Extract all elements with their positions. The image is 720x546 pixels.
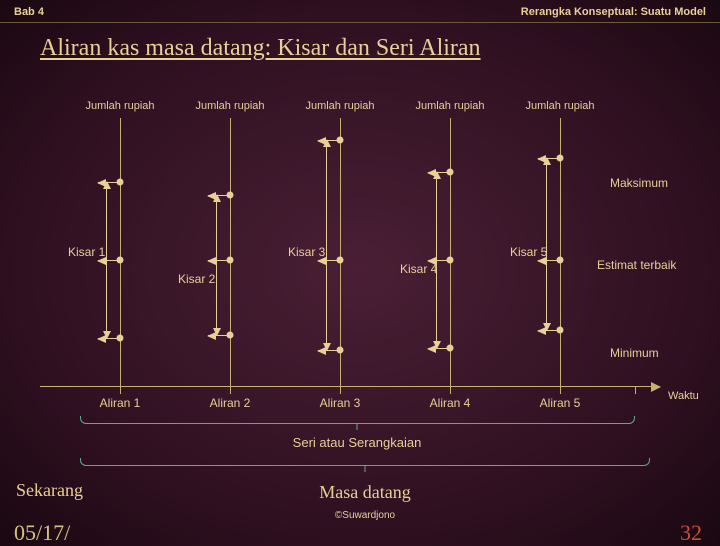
kisar-arrow	[326, 140, 327, 350]
tick	[560, 386, 561, 394]
copyright: ©Suwardjono	[335, 510, 395, 521]
label-estimat: Estimat terbaik	[597, 258, 676, 272]
page-number: 32	[680, 520, 702, 546]
aliran-label: Aliran 5	[540, 396, 581, 410]
arrow-left	[538, 260, 560, 261]
kisar-arrow	[436, 172, 437, 348]
date-fragment: 05/17/	[14, 520, 70, 546]
kisar-label: Kisar 2	[178, 272, 215, 286]
tick	[230, 386, 231, 394]
arrow-left	[318, 260, 340, 261]
col-vline	[120, 118, 121, 386]
aliran-label: Aliran 2	[210, 396, 251, 410]
brace-masa	[80, 458, 650, 466]
brace-seri	[80, 416, 635, 424]
timeline-axis	[40, 386, 660, 387]
label-waktu: Waktu	[668, 390, 699, 402]
kisar-arrow	[216, 195, 217, 335]
tick	[340, 386, 341, 394]
col-label: Jumlah rupiah	[305, 100, 374, 112]
kisar-label: Kisar 5	[510, 245, 547, 259]
kisar-arrow	[106, 182, 107, 338]
header-right: Rerangka Konseptual: Suatu Model	[521, 6, 706, 18]
page-title: Aliran kas masa datang: Kisar dan Seri A…	[0, 23, 720, 68]
tick	[635, 386, 636, 394]
diagram: Jumlah rupiah Jumlah rupiah Jumlah rupiah J…	[40, 100, 670, 440]
label-seri: Seri atau Serangkaian	[293, 435, 422, 450]
col-label: Jumlah rupiah	[85, 100, 154, 112]
label-maksimum: Maksimum	[610, 176, 668, 190]
col-label: Jumlah rupiah	[525, 100, 594, 112]
kisar-label: Kisar 4	[400, 262, 437, 276]
arrow-left	[208, 260, 230, 261]
tick	[120, 386, 121, 394]
aliran-label: Aliran 4	[430, 396, 471, 410]
label-masa: Masa datang	[319, 482, 410, 503]
aliran-label: Aliran 1	[100, 396, 141, 410]
col-vline	[230, 118, 231, 386]
col-label: Jumlah rupiah	[415, 100, 484, 112]
kisar-label: Kisar 3	[288, 245, 325, 259]
col-label: Jumlah rupiah	[195, 100, 264, 112]
arrow-left	[98, 260, 120, 261]
brace-seri-nub	[357, 424, 358, 430]
kisar-arrow	[546, 158, 547, 330]
tick	[450, 386, 451, 394]
aliran-label: Aliran 3	[320, 396, 361, 410]
brace-masa-nub	[365, 466, 366, 472]
header-left: Bab 4	[14, 6, 44, 18]
label-minimum: Minimum	[610, 346, 659, 360]
label-sekarang: Sekarang	[16, 480, 83, 501]
kisar-label: Kisar 1	[68, 245, 105, 259]
arrow-left	[428, 260, 450, 261]
